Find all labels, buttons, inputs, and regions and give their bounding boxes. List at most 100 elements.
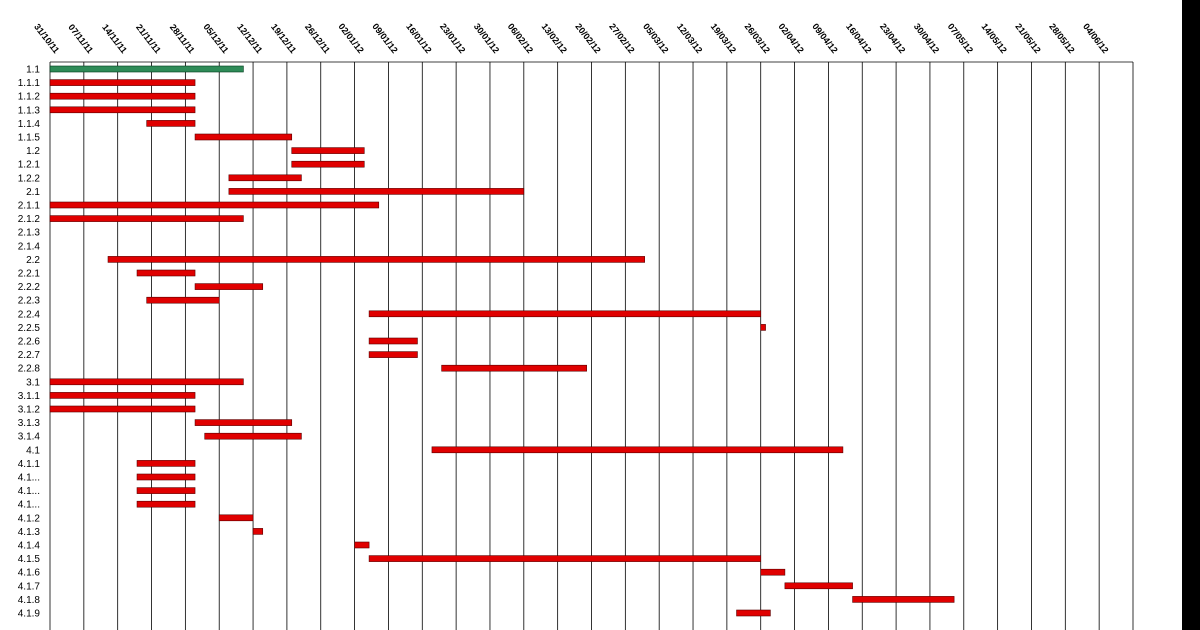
date-tick-label: 02/01/12 [336, 21, 365, 55]
date-tick-label: 21/11/11 [134, 22, 163, 55]
date-tick-label: 16/01/12 [404, 21, 433, 55]
task-label: 2.2.5 [18, 323, 41, 334]
task-label: 4.1... [18, 473, 40, 484]
task-label: 4.1... [18, 500, 40, 511]
task-label: 4.1.4 [18, 541, 41, 552]
date-tick-label: 07/05/12 [946, 21, 975, 55]
date-tick-label: 19/03/12 [709, 21, 738, 55]
date-tick-label: 20/02/12 [573, 21, 602, 55]
task-bar [49, 201, 380, 209]
task-bar [194, 283, 264, 290]
task-bar [291, 147, 365, 154]
task-label: 2.2.1 [18, 269, 41, 280]
task-label: 3.1.3 [18, 418, 41, 429]
date-tick-label: 26/03/12 [743, 21, 772, 55]
task-bar [194, 133, 293, 141]
date-tick-label: 28/05/12 [1047, 21, 1076, 55]
task-label: 2.2.4 [18, 309, 41, 320]
date-tick-label: 06/02/12 [506, 21, 535, 55]
date-tick-label: 05/12/11 [201, 22, 230, 55]
grid-layer [49, 61, 1134, 630]
date-tick-label: 12/03/12 [675, 21, 704, 55]
date-tick-label: 05/03/12 [641, 21, 670, 55]
task-label: 2.1 [26, 187, 40, 198]
task-bar [228, 188, 525, 195]
task-bar [146, 296, 220, 304]
task-bar [441, 364, 587, 372]
task-bar [49, 92, 196, 100]
date-tick-label: 27/02/12 [607, 21, 636, 55]
date-tick-label: 14/11/11 [100, 22, 129, 55]
task-bar [49, 215, 244, 222]
date-tick-label: 26/12/11 [303, 22, 332, 55]
task-bar [136, 460, 196, 467]
task-label: 1.1.1 [18, 78, 41, 89]
date-tick-label: 09/01/12 [370, 21, 399, 55]
task-label: 3.1.1 [18, 391, 41, 402]
task-label: 4.1.5 [18, 554, 41, 565]
task-label: 4.1.2 [18, 513, 41, 524]
date-tick-label: 30/04/12 [912, 21, 941, 55]
task-bar [252, 528, 264, 535]
task-label: 2.2.7 [18, 350, 41, 361]
summary-bar [49, 65, 244, 73]
task-label: 1.2.1 [18, 160, 41, 171]
task-bar [136, 500, 196, 508]
task-label: 1.2 [26, 146, 40, 157]
task-label: 4.1.3 [18, 527, 41, 538]
task-bar [368, 310, 762, 318]
task-label: 2.2.2 [18, 282, 41, 293]
task-bar [736, 609, 771, 617]
task-bar [760, 324, 766, 331]
task-bar [368, 351, 418, 358]
task-bar [291, 160, 365, 168]
date-tick-label: 13/02/12 [540, 21, 569, 55]
task-label: 2.1.2 [18, 214, 41, 225]
date-axis: 31/10/11 07/11/11 14/11/11 21/11/11 28/11/11… [32, 21, 1110, 55]
task-label: 4.1... [18, 486, 40, 497]
task-bar [368, 555, 762, 562]
task-bar [136, 473, 196, 481]
task-label: 4.1.7 [18, 581, 41, 592]
task-label: 1.1.4 [18, 119, 41, 130]
task-labels: 1.1 1.1.1 1.1.2 1.1.3 1.1.4 1.1.5 1.2 1.2.1 1.2.… [18, 65, 41, 620]
task-bar [107, 256, 645, 263]
date-tick-label: 12/12/11 [235, 22, 264, 55]
task-bar [194, 419, 293, 426]
task-label: 4.1 [26, 445, 40, 456]
date-tick-label: 28/11/11 [168, 22, 197, 55]
task-label: 2.1.4 [18, 241, 41, 252]
task-label: 2.2 [26, 255, 40, 266]
task-bar [136, 269, 196, 277]
date-tick-label: 16/04/12 [844, 21, 873, 55]
task-bar [760, 568, 786, 576]
task-label: 4.1.6 [18, 568, 41, 579]
date-tick-label: 21/05/12 [1013, 21, 1042, 55]
date-tick-label: 07/11/11 [66, 22, 95, 55]
task-label: 3.1 [26, 377, 40, 388]
task-bar [146, 120, 196, 127]
task-bar [784, 582, 853, 590]
task-label: 4.1.8 [18, 595, 41, 606]
task-bar [852, 596, 955, 603]
task-label: 1.1.2 [18, 92, 41, 103]
date-tick-label: 23/01/12 [438, 21, 467, 55]
task-bar [431, 446, 844, 454]
task-label: 2.2.8 [18, 364, 41, 375]
task-bar [49, 79, 196, 86]
task-bar [49, 378, 244, 386]
date-tick-label: 31/10/11 [32, 22, 61, 55]
date-tick-label: 09/04/12 [810, 21, 839, 55]
task-label: 2.1.3 [18, 228, 41, 239]
task-label: 1.1.5 [18, 133, 41, 144]
date-tick-label: 14/05/12 [979, 21, 1008, 55]
task-label: 2.2.6 [18, 337, 41, 348]
date-tick-label: 04/06/12 [1081, 21, 1110, 55]
task-bars [49, 65, 955, 617]
task-bar [228, 174, 302, 182]
task-label: 1.1.3 [18, 105, 41, 116]
task-bar [49, 392, 196, 399]
task-label: 1.1 [26, 65, 40, 76]
